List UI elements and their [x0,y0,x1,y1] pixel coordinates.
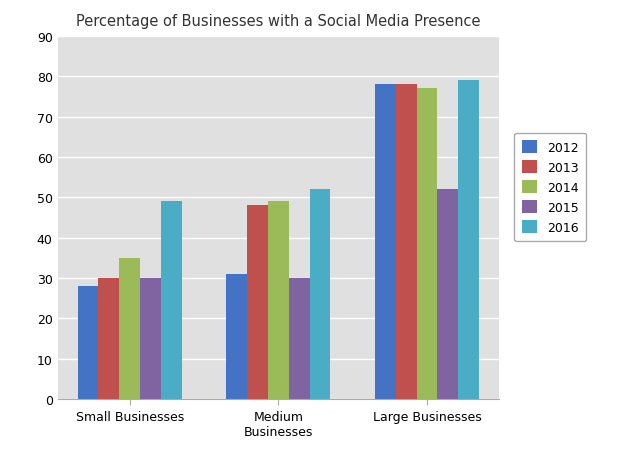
Bar [77,286,99,399]
Bar [438,190,458,399]
Bar [247,206,268,399]
Title: Percentage of Businesses with a Social Media Presence: Percentage of Businesses with a Social M… [76,14,481,28]
Bar [119,258,140,399]
Bar [140,279,161,399]
Legend: 2012, 2013, 2014, 2015, 2016: 2012, 2013, 2014, 2015, 2016 [515,134,586,241]
Bar [375,85,396,399]
Bar [310,190,330,399]
Bar [396,85,417,399]
Bar [161,202,182,399]
Bar [417,89,438,399]
Bar [268,202,289,399]
Bar [458,81,479,399]
Bar [99,279,119,399]
Bar [227,274,247,399]
Bar [289,279,310,399]
